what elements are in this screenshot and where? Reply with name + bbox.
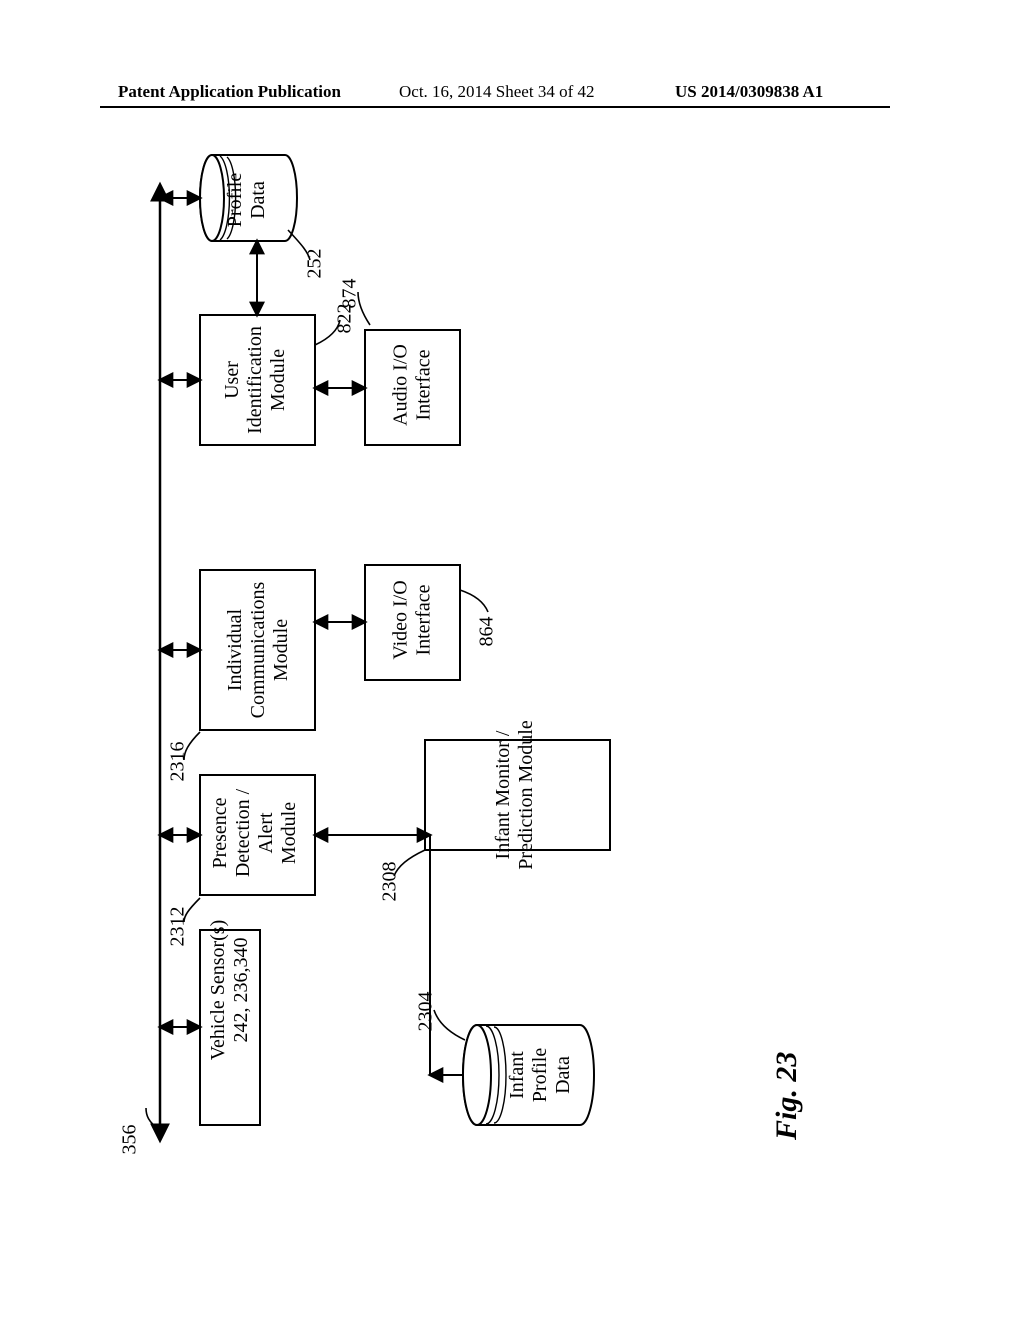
figure-caption: Fig. 23: [770, 1020, 810, 1140]
header-right: US 2014/0309838 A1: [675, 82, 823, 102]
user-id-label: UserIdentificationModule: [200, 315, 310, 445]
ref-252: 252: [304, 249, 327, 279]
figure-23: Vehicle Sensor(s)242, 236,340 PresenceDe…: [140, 170, 840, 1170]
presence-label: PresenceDetection /AlertModule: [200, 773, 310, 893]
infant-monitor-label: Infant Monitor /Prediction Module: [430, 700, 600, 890]
ref-2316: 2316: [167, 742, 190, 782]
ref-2304: 2304: [415, 992, 438, 1032]
ref-864: 864: [476, 617, 499, 647]
header-center: Oct. 16, 2014 Sheet 34 of 42: [399, 82, 594, 102]
header-rule: [100, 106, 890, 108]
audio-io-label: Audio I/OInterface: [383, 328, 443, 443]
vehicle-sensors-label: Vehicle Sensor(s)242, 236,340: [200, 890, 260, 1090]
ref-2308: 2308: [379, 862, 402, 902]
video-io-label: Video I/OInterface: [383, 563, 443, 678]
infant-profile-label: InfantProfileData: [500, 1025, 580, 1125]
indiv-comm-label: IndividualCommunicationsModule: [203, 570, 313, 730]
ref-874: 874: [339, 279, 362, 309]
ref-356: 356: [119, 1125, 142, 1155]
ref-2312: 2312: [167, 907, 190, 947]
profile-data-label: ProfileData: [217, 155, 277, 245]
header-left: Patent Application Publication: [118, 82, 341, 102]
